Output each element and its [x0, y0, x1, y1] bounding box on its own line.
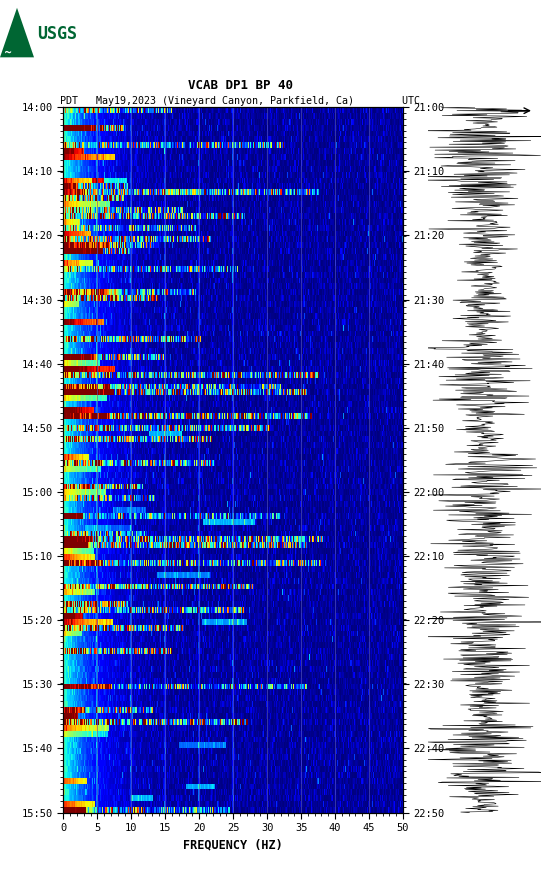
Polygon shape [0, 8, 34, 57]
X-axis label: FREQUENCY (HZ): FREQUENCY (HZ) [183, 839, 283, 852]
Text: USGS: USGS [37, 24, 77, 43]
Text: VCAB DP1 BP 40: VCAB DP1 BP 40 [188, 79, 293, 92]
Text: ~: ~ [4, 47, 12, 57]
Text: PDT   May19,2023 (Vineyard Canyon, Parkfield, Ca)        UTC: PDT May19,2023 (Vineyard Canyon, Parkfie… [60, 96, 420, 106]
